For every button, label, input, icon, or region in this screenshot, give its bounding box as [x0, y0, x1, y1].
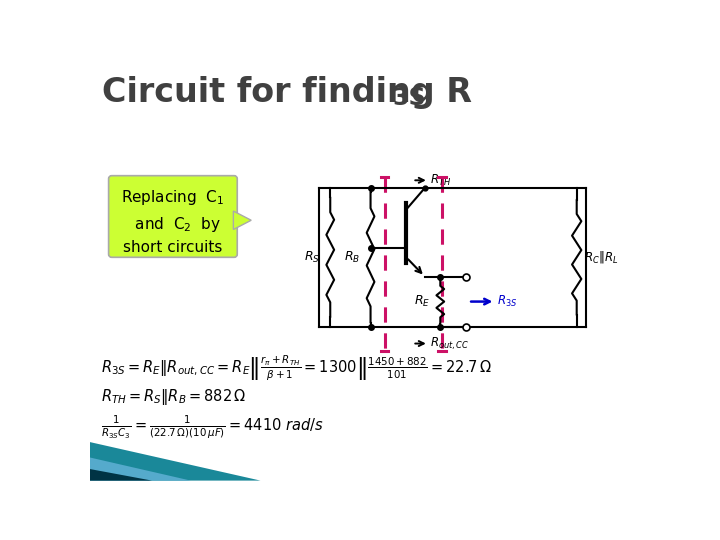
Polygon shape [90, 442, 261, 481]
Text: $R_C$$\|$$R_L$: $R_C$$\|$$R_L$ [584, 249, 618, 265]
Text: $R_{TH} = R_S \| R_B = 882\,\Omega$: $R_{TH} = R_S \| R_B = 882\,\Omega$ [101, 387, 246, 407]
Text: $R_{TH}$: $R_{TH}$ [431, 173, 451, 188]
Text: $R_S$: $R_S$ [305, 249, 320, 265]
Text: $R_B$: $R_B$ [344, 249, 361, 265]
Text: 3S: 3S [392, 86, 426, 110]
Polygon shape [233, 211, 251, 230]
Text: Replacing  C$_1$
  and  C$_2$  by
short circuits: Replacing C$_1$ and C$_2$ by short circu… [121, 188, 225, 255]
Text: Circuit for finding R: Circuit for finding R [102, 76, 472, 109]
Text: $R_{3S} = R_E \| R_{out,CC} = R_E \left\| \frac{r_\pi + R_{TH}}{\beta+1} = 1300 : $R_{3S} = R_E \| R_{out,CC} = R_E \left\… [101, 354, 492, 383]
Text: $R_{out,CC}$: $R_{out,CC}$ [431, 335, 469, 352]
Text: $\frac{1}{R_{3S}C_3} = \frac{1}{(22.7\,\Omega)(10\,\mu F)} = 4410\ rad/s$: $\frac{1}{R_{3S}C_3} = \frac{1}{(22.7\,\… [101, 414, 324, 441]
Polygon shape [90, 457, 191, 481]
Text: $R_{3S}$: $R_{3S}$ [497, 294, 517, 309]
FancyBboxPatch shape [109, 176, 238, 257]
Polygon shape [90, 469, 152, 481]
Text: $R_E$: $R_E$ [414, 294, 431, 309]
